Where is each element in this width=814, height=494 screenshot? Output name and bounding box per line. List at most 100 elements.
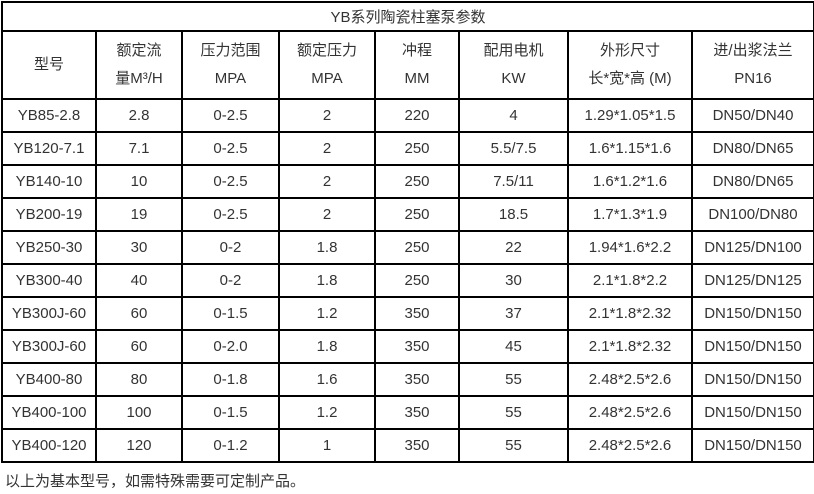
col-header-stroke: 冲程 MM xyxy=(374,30,460,100)
table-cell: YB300J-60 xyxy=(1,329,97,364)
table-cell: DN150/DN150 xyxy=(690,428,814,463)
col-header-rated-pressure: 额定压力 MPA xyxy=(278,30,376,100)
table-row: YB85-2.8 2.8 0-2.5 2 220 4 1.29*1.05*1.5 DN50/D… xyxy=(1,98,814,133)
table-cell: 1.8 xyxy=(278,329,376,364)
table-cell: 1.6*1.2*1.6 xyxy=(567,164,693,199)
table-cell: 0-1.8 xyxy=(181,362,280,397)
table-row: YB300-40 40 0-2 1.8 250 30 2.1*1.8*2.2 DN125/DN… xyxy=(1,263,814,298)
table-cell: 19 xyxy=(95,197,183,232)
table-cell: YB140-10 xyxy=(1,164,97,199)
col-header-pressure-range: 压力范围 MPA xyxy=(181,30,280,100)
table-cell: 0-2.5 xyxy=(181,131,280,166)
table-cell: 100 xyxy=(95,395,183,430)
table-cell: 1.2 xyxy=(278,395,376,430)
table-cell: 0-1.2 xyxy=(181,428,280,463)
table-cell: 350 xyxy=(374,395,460,430)
table-cell: 7.1 xyxy=(95,131,183,166)
table-cell: DN50/DN40 xyxy=(690,98,814,133)
col-header-model: 型号 xyxy=(1,30,97,100)
table-row: YB400-100 100 0-1.5 1.2 350 55 2.48*2.5*2.6 DN1… xyxy=(1,395,814,430)
table-cell: 1.29*1.05*1.5 xyxy=(567,98,693,133)
table-cell: 350 xyxy=(374,296,460,331)
table-cell: 37 xyxy=(458,296,569,331)
table-cell: YB120-7.1 xyxy=(1,131,97,166)
table-cell: 45 xyxy=(458,329,569,364)
col-header-line1: 压力范围 xyxy=(200,42,261,59)
table-header-row: 型号 额定流 量M³/H 压力范围 MPA 额定压力 MPA 冲程 MM xyxy=(1,30,814,100)
table-cell: 0-2.5 xyxy=(181,98,280,133)
table-title-row: YB系列陶瓷柱塞泵参数 xyxy=(0,1,814,32)
table-head: YB系列陶瓷柱塞泵参数 型号 额定流 量M³/H 压力范围 MPA 额定压力 M… xyxy=(0,1,814,100)
table-cell: YB85-2.8 xyxy=(1,98,97,133)
col-header-line2: MM xyxy=(404,70,430,87)
table-cell: 10 xyxy=(95,164,183,199)
table-cell: 0-2.5 xyxy=(181,197,280,232)
col-header-line2: KW xyxy=(501,70,526,87)
table-cell: 2.8 xyxy=(95,98,183,133)
table-cell: 1.6 xyxy=(278,362,376,397)
table-cell: 30 xyxy=(458,263,569,298)
table-cell: DN150/DN150 xyxy=(690,362,814,397)
col-header-line2: MPA xyxy=(311,70,343,87)
table-cell: 30 xyxy=(95,230,183,265)
table-cell: 350 xyxy=(374,329,460,364)
table-cell: YB300J-60 xyxy=(1,296,97,331)
table-cell: 2 xyxy=(278,164,376,199)
table-title: YB系列陶瓷柱塞泵参数 xyxy=(0,1,814,32)
table-cell: 60 xyxy=(95,329,183,364)
col-header-line1: 进/出浆法兰 xyxy=(713,42,793,59)
col-header-line2: 量M³/H xyxy=(115,70,163,87)
table-cell: 55 xyxy=(458,362,569,397)
table-cell: 2.48*2.5*2.6 xyxy=(567,395,693,430)
col-header-flange: 进/出浆法兰 PN16 xyxy=(690,30,814,100)
table-row: YB250-30 30 0-2 1.8 250 22 1.94*1.6*2.2 DN125/D… xyxy=(1,230,814,265)
table-cell: 55 xyxy=(458,428,569,463)
table-cell: 55 xyxy=(458,395,569,430)
table-row: YB400-80 80 0-1.8 1.6 350 55 2.48*2.5*2.6 DN150… xyxy=(1,362,814,397)
table-row: YB140-10 10 0-2.5 2 250 7.5/11 1.6*1.2*1.6 DN80… xyxy=(1,164,814,199)
table-cell: DN150/DN150 xyxy=(690,296,814,331)
table-row: YB400-120 120 0-1.2 1 350 55 2.48*2.5*2.6 DN150… xyxy=(1,428,814,463)
table-cell: 250 xyxy=(374,230,460,265)
table-cell: 2 xyxy=(278,131,376,166)
col-header-line2: MPA xyxy=(214,70,247,87)
col-header-line2: PN16 xyxy=(734,70,772,87)
table-cell: 0-2 xyxy=(181,263,280,298)
col-header-motor: 配用电机 KW xyxy=(458,30,569,100)
table-cell: 120 xyxy=(95,428,183,463)
table-cell: 0-2.5 xyxy=(181,164,280,199)
table-cell: 350 xyxy=(374,428,460,463)
table-cell: 18.5 xyxy=(458,197,569,232)
table-cell: 2 xyxy=(278,197,376,232)
table-cell: 250 xyxy=(374,131,460,166)
table-cell: DN150/DN150 xyxy=(690,395,814,430)
table-cell: 80 xyxy=(95,362,183,397)
table-cell: 2.48*2.5*2.6 xyxy=(567,362,693,397)
table-cell: YB400-100 xyxy=(1,395,97,430)
table-cell: 350 xyxy=(374,362,460,397)
table-cell: YB400-80 xyxy=(1,362,97,397)
table-cell: DN80/DN65 xyxy=(690,164,814,199)
table-cell: 22 xyxy=(458,230,569,265)
table-row: YB120-7.1 7.1 0-2.5 2 250 5.5/7.5 1.6*1.15*1.6… xyxy=(1,131,814,166)
table-cell: 0-1.5 xyxy=(181,296,280,331)
table-cell: YB250-30 xyxy=(1,230,97,265)
table-cell: DN100/DN80 xyxy=(690,197,814,232)
col-header-dimensions: 外形尺寸 长*宽*高 (M) xyxy=(567,30,693,100)
table-cell: YB400-120 xyxy=(1,428,97,463)
table-cell: 7.5/11 xyxy=(458,164,569,199)
table-cell: 40 xyxy=(95,263,183,298)
table-cell: 250 xyxy=(374,197,460,232)
table-cell: 1.2 xyxy=(278,296,376,331)
table-cell: 1.94*1.6*2.2 xyxy=(567,230,693,265)
table-cell: 1 xyxy=(278,428,376,463)
table-row: YB200-19 19 0-2.5 2 250 18.5 1.7*1.3*1.9 DN100/… xyxy=(1,197,814,232)
col-header-rated-flow: 额定流 量M³/H xyxy=(95,30,183,100)
table-cell: 60 xyxy=(95,296,183,331)
table-cell: 2 xyxy=(278,98,376,133)
table-cell: YB300-40 xyxy=(1,263,97,298)
table-cell: DN125/DN125 xyxy=(690,263,814,298)
col-header-line1: 配用电机 xyxy=(483,42,544,59)
col-header-line1: 额定流 xyxy=(116,42,162,59)
